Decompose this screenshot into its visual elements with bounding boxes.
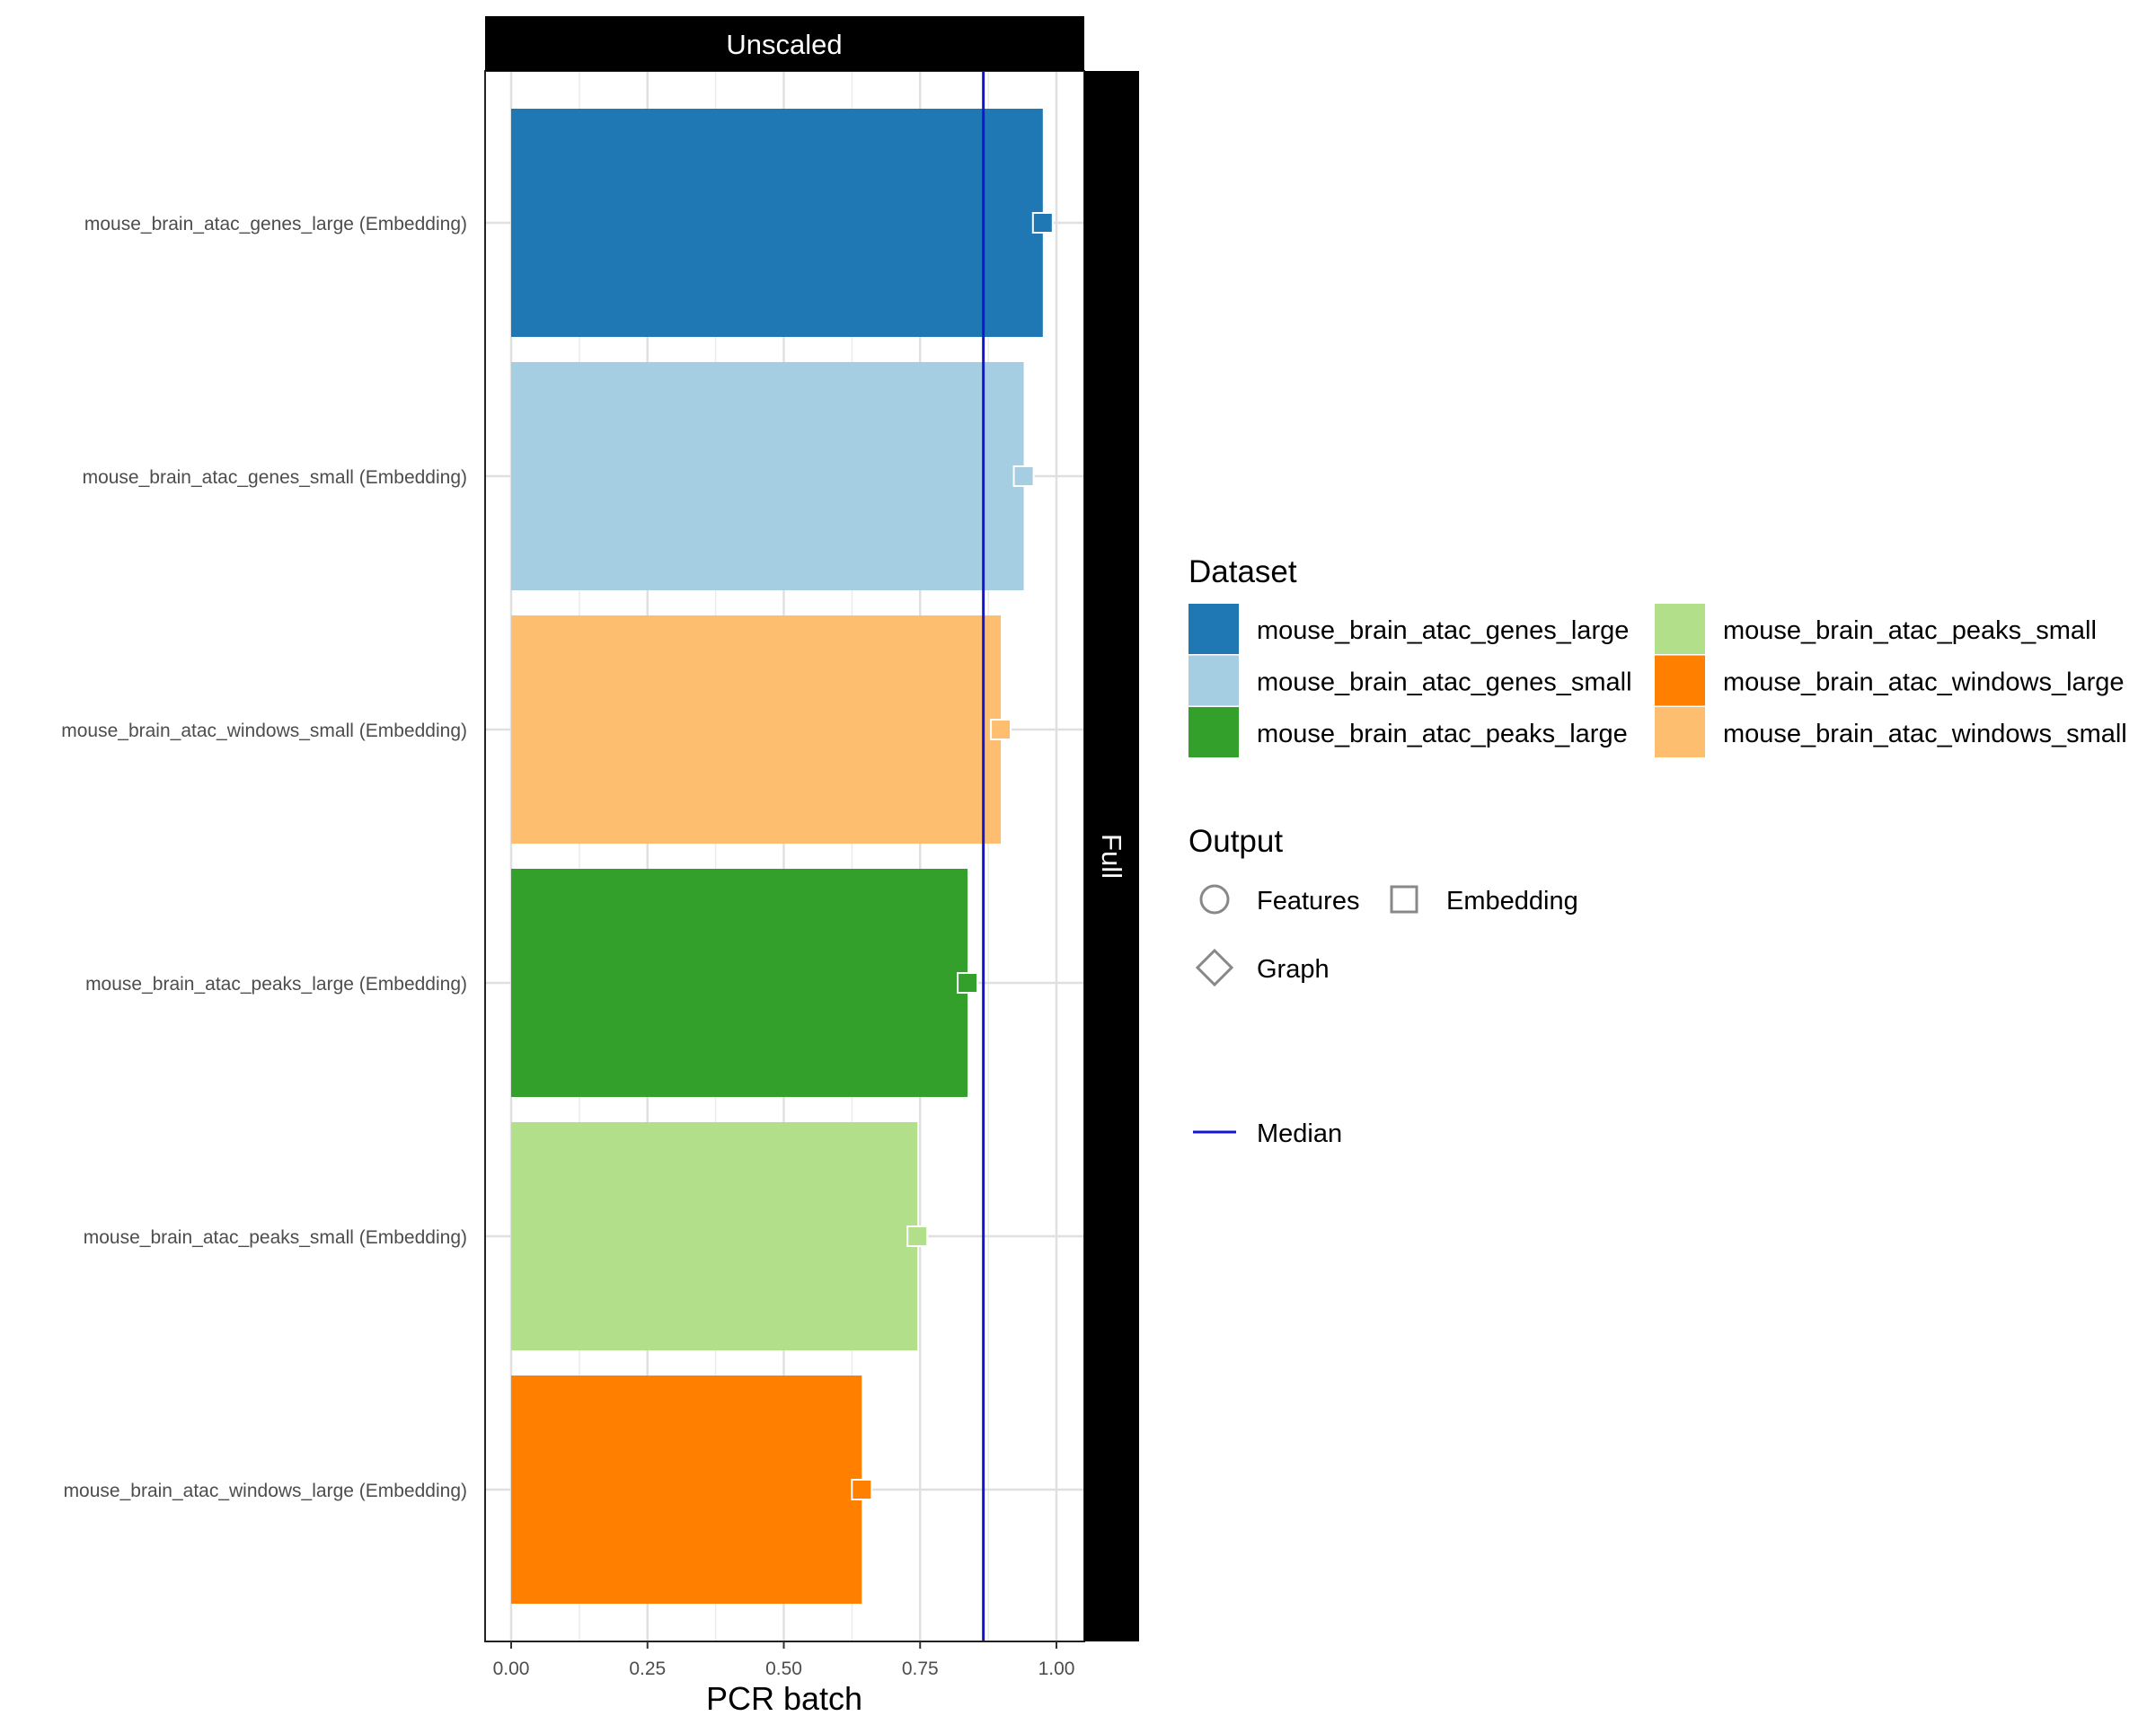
diamond-icon (1195, 948, 1234, 987)
bar (511, 1376, 862, 1604)
x-tick-label: 0.75 (902, 1659, 939, 1679)
y-axis-labels: mouse_brain_atac_genes_large (Embedding)… (61, 214, 467, 1501)
legend-dataset-title: Dataset (1188, 554, 1297, 589)
legend-swatch (1655, 707, 1705, 757)
facet-label-top: Unscaled (726, 29, 842, 60)
legend-dataset: mouse_brain_atac_genes_large mouse_brain_… (1188, 604, 2127, 757)
legend-dataset-label: mouse_brain_atac_windows_small (1723, 720, 2127, 748)
legend-swatch (1188, 604, 1239, 654)
legend-dataset-label: mouse_brain_atac_genes_large (1257, 616, 1629, 645)
x-tick-label: 0.50 (765, 1659, 802, 1679)
legend-output-label: Graph (1257, 955, 1330, 984)
points (851, 212, 1054, 1500)
circle-icon (1199, 884, 1230, 915)
x-tick-label: 1.00 (1038, 1659, 1075, 1679)
legend-swatch (1655, 604, 1705, 654)
legend-median-label: Median (1257, 1119, 1342, 1148)
facet-strip-top (485, 16, 1084, 71)
x-tick-label: 0.25 (629, 1659, 666, 1679)
facet-label-right: Full (1096, 834, 1127, 879)
x-axis-title: PCR batch (706, 1680, 862, 1717)
point-square (851, 1479, 873, 1500)
y-tick-label: mouse_brain_atac_peaks_small (Embedding) (84, 1227, 467, 1248)
legend-output: Features Embedding Graph (1195, 884, 1578, 987)
legend-swatch (1188, 655, 1239, 706)
legend-dataset-label: mouse_brain_atac_peaks_small (1723, 616, 2097, 645)
point-square (990, 719, 1012, 740)
x-tick-label: 0.00 (493, 1659, 530, 1679)
point-square (1031, 212, 1054, 234)
bars (511, 109, 1043, 1604)
bar (511, 869, 968, 1097)
bar (511, 615, 1002, 844)
y-tick-label: mouse_brain_atac_genes_large (Embedding) (84, 214, 467, 234)
bar (511, 362, 1024, 590)
point-square (906, 1225, 929, 1247)
legend-dataset-label: mouse_brain_atac_windows_large (1723, 668, 2125, 697)
legend-swatch (1188, 707, 1239, 757)
legend-output-label: Features (1257, 887, 1359, 916)
y-tick-label: mouse_brain_atac_genes_small (Embedding) (83, 467, 467, 488)
legend-swatch (1655, 655, 1705, 706)
x-axis-ticks: 0.00 0.25 0.50 0.75 1.00 (493, 1641, 1075, 1679)
point-square (957, 972, 979, 994)
y-tick-label: mouse_brain_atac_windows_small (Embeddin… (61, 721, 467, 741)
square-icon (1390, 885, 1418, 914)
point-square (1012, 465, 1035, 487)
y-tick-label: mouse_brain_atac_peaks_large (Embedding) (85, 974, 467, 995)
y-tick-label: mouse_brain_atac_windows_large (Embeddin… (64, 1481, 467, 1501)
legend-dataset-label: mouse_brain_atac_peaks_large (1257, 720, 1628, 748)
bar (511, 1122, 918, 1350)
bar (511, 109, 1043, 337)
legend-dataset-label: mouse_brain_atac_genes_small (1257, 668, 1632, 697)
legend-output-label: Embedding (1446, 887, 1578, 916)
legend-output-title: Output (1188, 824, 1283, 859)
facet-strip-right (1084, 71, 1139, 1641)
